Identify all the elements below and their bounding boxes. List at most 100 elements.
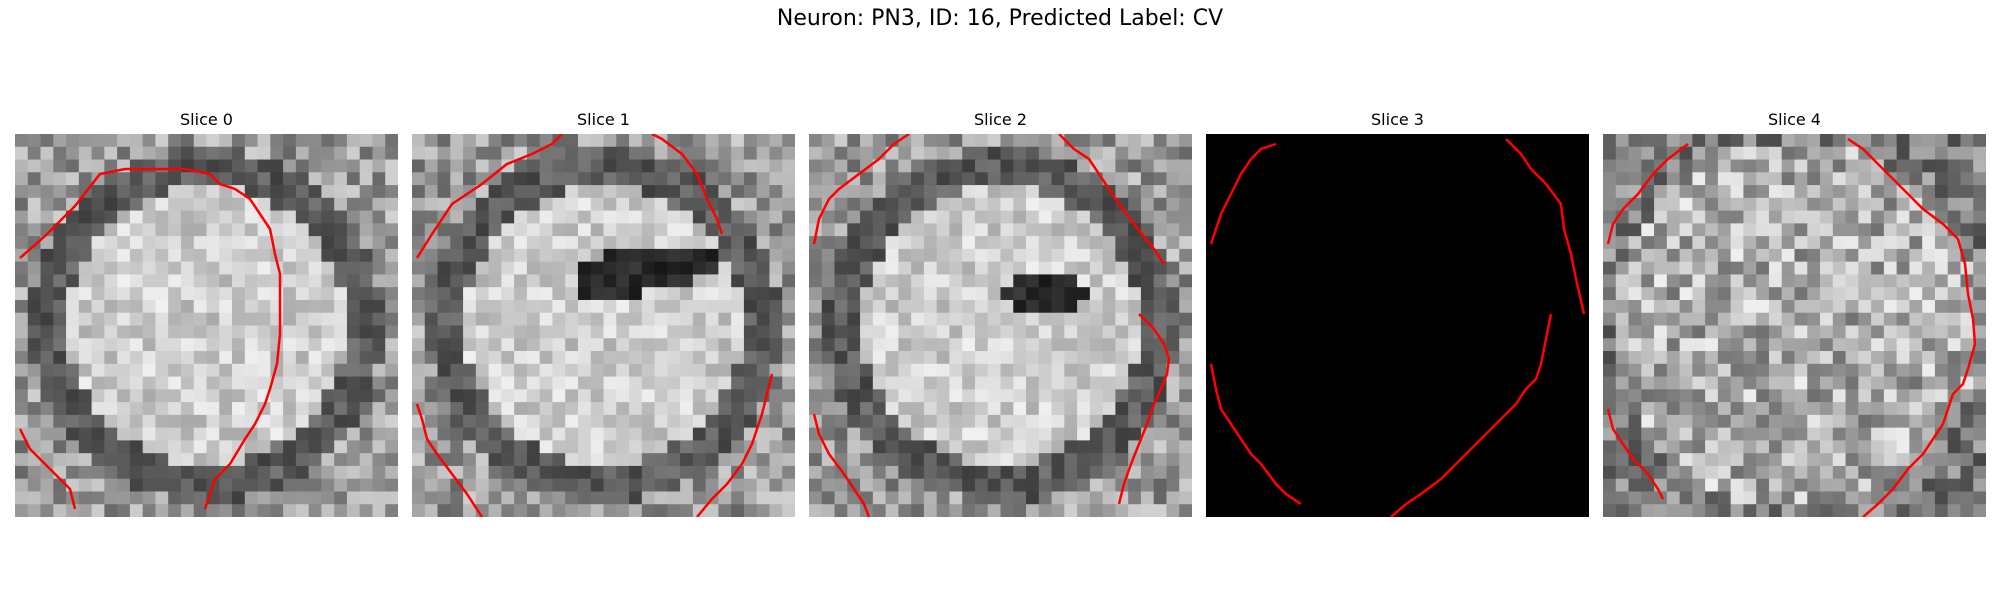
slice-pixel: [949, 440, 963, 454]
slice-pixel: [1666, 274, 1681, 288]
slice-pixel: [654, 248, 668, 263]
slice-pixel: [437, 261, 451, 276]
slice-pixel: [616, 389, 630, 403]
slice-pixel: [1603, 146, 1617, 161]
slice-pixel: [1384, 287, 1399, 301]
slice-pixel: [1346, 402, 1360, 416]
slice-pixel: [78, 376, 93, 390]
slice-pixel: [1615, 363, 1630, 378]
slice-pixel: [91, 287, 105, 301]
slice-pixel: [475, 210, 490, 224]
slice-pixel: [1179, 351, 1192, 365]
slice-pixel: [66, 134, 80, 148]
slice-pixel: [1128, 248, 1142, 263]
slice-pixel: [936, 274, 951, 288]
slice-pixel: [885, 478, 899, 493]
slice-pixel: [1102, 338, 1116, 352]
slice-pixel: [911, 287, 925, 301]
slice-pixel: [654, 185, 668, 199]
slice-pixel: [450, 159, 464, 173]
slice-pixel: [295, 414, 310, 429]
slice-pixel: [1820, 453, 1834, 467]
slice-pixel: [1115, 389, 1129, 403]
slice-pixel: [412, 453, 426, 467]
slice-pixel: [936, 414, 951, 429]
slice-pixel: [860, 185, 874, 199]
slice-pixel: [219, 338, 233, 352]
slice-pixel: [654, 402, 668, 416]
slice-pixel: [219, 325, 233, 339]
slice-pixel: [283, 414, 297, 429]
slice-pixel: [1973, 376, 1986, 390]
slice-pixel: [1563, 172, 1577, 186]
slice-pixel: [206, 402, 220, 416]
slice-pixel: [1820, 261, 1834, 276]
slice-pixel: [104, 274, 118, 288]
slice-pixel: [641, 427, 656, 441]
slice-pixel: [1461, 465, 1475, 480]
slice-pixel: [168, 274, 182, 288]
slice-pixel: [565, 351, 579, 365]
slice-pixel: [987, 427, 1002, 441]
slice-pixel: [1871, 504, 1885, 517]
slice-pixel: [705, 427, 719, 441]
slice-pixel: [1013, 478, 1027, 493]
slice-pixel: [1883, 440, 1898, 454]
slice-pixel: [295, 134, 310, 148]
slice-pixel: [692, 134, 707, 148]
slice-pixel: [1051, 185, 1065, 199]
slice-pixel: [1140, 274, 1155, 288]
slice-pixel: [66, 299, 80, 314]
slice-pixel: [1896, 197, 1910, 212]
slice-pixel: [1371, 440, 1386, 454]
slice-pixel: [180, 197, 195, 212]
slice-pixel: [1218, 414, 1233, 429]
slice-pixel: [1333, 427, 1348, 441]
slice-pixel: [1064, 236, 1078, 250]
slice-pixel: [1486, 338, 1501, 352]
slice-pixel: [15, 197, 29, 212]
slice-pixel: [1960, 440, 1974, 454]
slice-pixel: [1231, 159, 1245, 173]
slice-pixel: [1858, 363, 1872, 378]
slice-pixel: [385, 223, 398, 237]
slice-pixel: [847, 261, 861, 276]
slice-pixel: [1512, 453, 1526, 467]
slice-pixel: [1128, 197, 1142, 212]
slice-pixel: [577, 325, 592, 339]
slice-pixel: [1615, 248, 1630, 263]
slice-pixel: [1448, 376, 1462, 390]
slice-pixel: [705, 261, 719, 276]
slice-pixel: [244, 159, 259, 173]
slice-pixel: [1858, 287, 1872, 301]
slice-pixel: [1448, 491, 1462, 505]
slice-pixel: [129, 134, 144, 148]
slice-pixel: [680, 453, 694, 467]
slice-pixel: [872, 134, 887, 148]
slice-pixel: [1077, 491, 1091, 505]
slice-pixel: [1666, 453, 1681, 467]
slice-pixel: [552, 210, 566, 224]
slice-pixel: [232, 376, 246, 390]
slice-pixel: [1308, 427, 1322, 441]
slice-pixel: [603, 478, 617, 493]
slice-pixel: [501, 453, 515, 467]
slice-pixel: [936, 172, 951, 186]
slice-pixel: [1654, 376, 1668, 390]
slice-pixel: [526, 261, 541, 276]
slice-pixel: [629, 210, 643, 224]
slice-pixel: [692, 325, 707, 339]
slice-pixel: [1603, 274, 1617, 288]
slice-pixel: [1909, 210, 1923, 224]
slice-pixel: [1705, 402, 1719, 416]
slice-pixel: [680, 440, 694, 454]
slice-pixel: [1333, 338, 1348, 352]
slice-pixel: [872, 236, 887, 250]
slice-pixel: [1717, 312, 1732, 327]
slice-pixel: [1679, 287, 1693, 301]
slice-pixel: [257, 478, 271, 493]
slice-pixel: [974, 312, 989, 327]
slice-pixel: [1922, 325, 1936, 339]
slice-pixel: [1641, 312, 1655, 327]
slice-pixel: [1410, 389, 1424, 403]
